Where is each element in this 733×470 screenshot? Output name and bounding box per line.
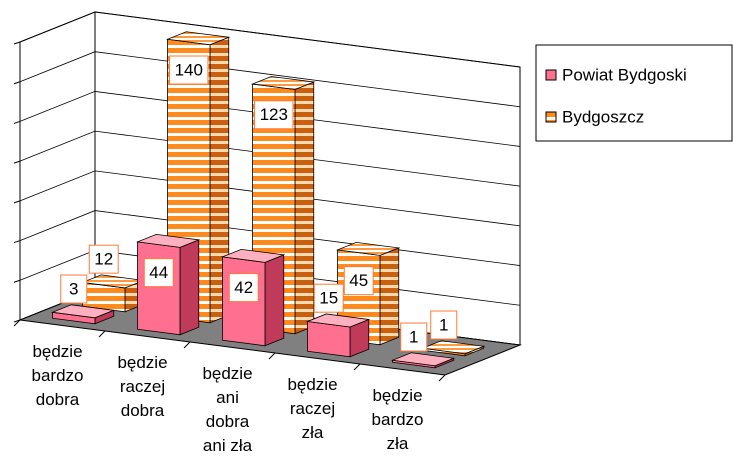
data-label: 44 — [143, 258, 174, 288]
y-tick — [13, 240, 21, 244]
x-tick — [183, 341, 191, 349]
bar-front — [137, 241, 181, 336]
bar-top — [135, 233, 201, 248]
grid-line — [19, 130, 521, 187]
data-label-text: 1 — [439, 315, 448, 334]
bar-side — [379, 247, 400, 346]
data-label-text: 140 — [175, 60, 203, 79]
data-label: 3 — [60, 274, 88, 304]
y-tick — [13, 41, 21, 45]
bar — [165, 31, 231, 324]
data-label-text: 12 — [94, 250, 113, 269]
data-label-box — [343, 266, 374, 296]
data-label-box — [313, 283, 344, 313]
y-tick — [13, 81, 21, 85]
data-label: 140 — [169, 55, 209, 85]
data-label-text: 45 — [349, 271, 368, 290]
x-tick — [13, 319, 21, 327]
grid-line — [19, 170, 521, 227]
data-label-text: 1 — [409, 327, 418, 346]
bar — [420, 340, 486, 357]
bar — [50, 304, 116, 325]
bar-side — [264, 254, 285, 347]
x-tick-label: będzie bardzo dobra — [31, 341, 84, 409]
x-tick-label: będzie ani dobra ani zła — [202, 363, 253, 455]
y-tick — [13, 279, 21, 283]
data-label: 15 — [313, 283, 344, 313]
data-label-text: 123 — [260, 105, 288, 124]
bar-top — [335, 241, 401, 256]
bar-top — [220, 248, 286, 263]
data-label: 1 — [400, 322, 428, 352]
bar-front — [307, 321, 351, 358]
x-tick — [438, 374, 446, 382]
bar-top — [390, 352, 456, 367]
bar-top — [165, 31, 231, 46]
data-label-box — [143, 258, 174, 288]
bar — [390, 352, 456, 369]
y-tick — [13, 160, 21, 164]
bar-top — [250, 76, 316, 90]
bar-side — [294, 81, 315, 335]
x-tick — [98, 330, 106, 338]
data-label-box — [430, 310, 458, 340]
bar-top — [420, 340, 486, 355]
data-label-box — [228, 273, 259, 303]
grid-line — [19, 51, 521, 108]
bar — [305, 313, 371, 358]
data-label-text: 15 — [319, 289, 338, 308]
x-tick-label: będzie raczej dobra — [117, 352, 168, 420]
data-label-text: 3 — [69, 280, 78, 299]
data-label-box — [169, 55, 209, 85]
data-label-box — [400, 322, 428, 352]
legend-swatch — [545, 69, 557, 81]
grid-line — [19, 11, 521, 68]
y-tick — [13, 120, 21, 124]
x-tick-label: będzie raczej zła — [287, 374, 338, 442]
legend-label: Powiat Bydgoski — [562, 65, 687, 84]
data-label-box — [88, 244, 119, 274]
data-label: 1 — [430, 310, 458, 340]
bar-side — [179, 239, 200, 336]
legend-label: Bydgoszcz — [562, 107, 644, 126]
x-tick — [268, 352, 276, 360]
data-label-box — [60, 274, 88, 304]
data-label-box — [254, 100, 294, 130]
data-label: 42 — [228, 273, 259, 303]
x-tick — [353, 363, 361, 371]
bar-top — [305, 313, 371, 328]
data-label-text: 42 — [234, 278, 253, 297]
data-label: 123 — [254, 100, 294, 130]
data-label: 12 — [88, 244, 119, 274]
data-label-text: 44 — [149, 263, 168, 282]
legend-box — [535, 44, 733, 142]
legend-swatch — [545, 111, 557, 123]
grid-line — [19, 91, 521, 147]
x-tick-label: będzie bardzo zła — [371, 385, 424, 453]
data-label: 45 — [343, 266, 374, 296]
left-wall — [19, 11, 96, 321]
bar — [80, 274, 146, 313]
y-tick — [13, 200, 21, 204]
bar-top — [50, 304, 116, 319]
